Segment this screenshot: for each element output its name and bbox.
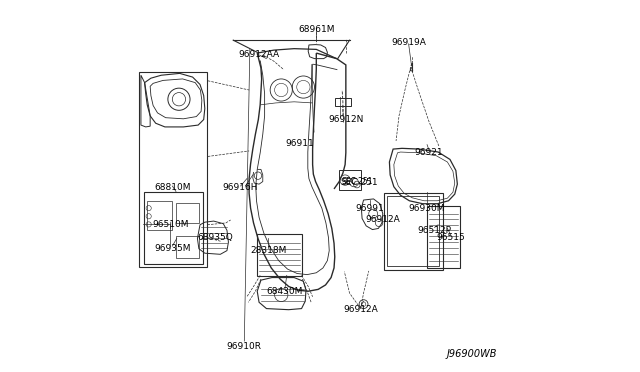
Bar <box>387 196 439 266</box>
Bar <box>147 201 172 230</box>
Text: 96912A: 96912A <box>365 215 400 224</box>
Text: 68961M: 68961M <box>298 25 335 33</box>
Text: 28318M: 28318M <box>250 246 287 255</box>
Text: 96910R: 96910R <box>227 342 262 351</box>
Bar <box>339 170 362 190</box>
Text: 96911: 96911 <box>285 139 314 148</box>
Text: 96912AA: 96912AA <box>239 51 280 60</box>
Text: SEC.251: SEC.251 <box>341 177 372 186</box>
Text: 68430M: 68430M <box>267 287 303 296</box>
Text: SEC.251: SEC.251 <box>340 178 378 187</box>
Bar <box>143 192 203 263</box>
Text: 96912N: 96912N <box>328 115 364 124</box>
Text: 96919A: 96919A <box>391 38 426 46</box>
Text: 96512P: 96512P <box>417 226 451 235</box>
Text: 96991: 96991 <box>355 203 384 213</box>
Text: 96912A: 96912A <box>343 305 378 314</box>
Bar <box>383 193 443 270</box>
Bar <box>139 71 207 267</box>
Text: 68935Q: 68935Q <box>197 233 233 242</box>
Text: J96900WB: J96900WB <box>447 349 497 359</box>
Bar <box>257 234 301 276</box>
Bar <box>176 203 199 223</box>
Text: 96515: 96515 <box>436 233 465 242</box>
Text: 96930M: 96930M <box>409 203 445 213</box>
Text: 96935M: 96935M <box>154 244 191 253</box>
Bar <box>176 236 199 258</box>
Text: 96916H: 96916H <box>223 183 259 192</box>
Text: 96510M: 96510M <box>152 220 189 229</box>
Text: 68810M: 68810M <box>154 183 191 192</box>
Text: 96921: 96921 <box>415 148 444 157</box>
Bar <box>427 206 460 268</box>
